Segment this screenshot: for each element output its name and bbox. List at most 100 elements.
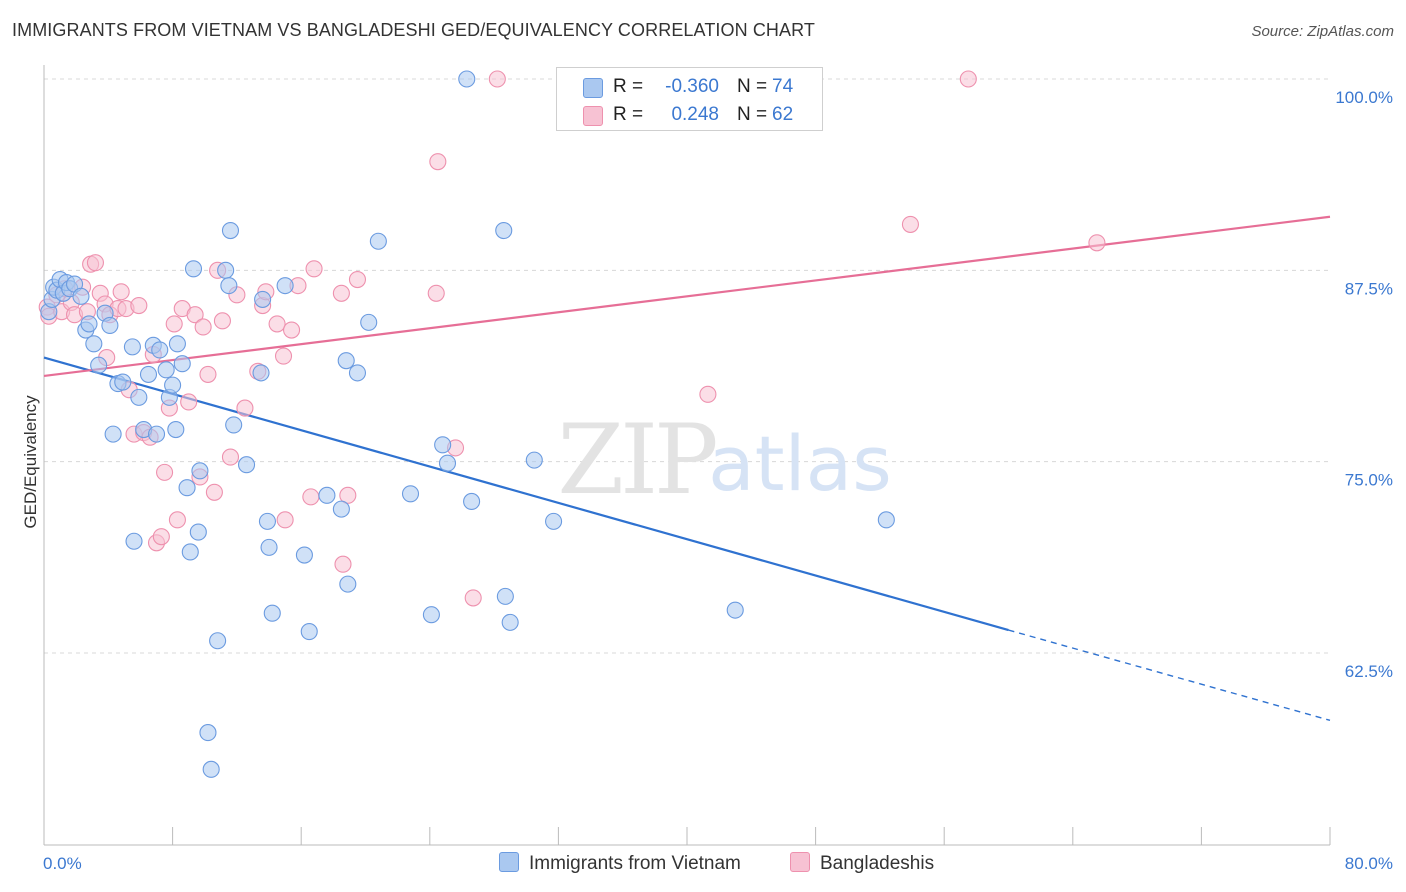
legend-label-bangladeshis: Bangladeshis <box>820 853 935 874</box>
series-legend-bangladeshis[interactable]: Bangladeshis <box>790 852 934 875</box>
data-point-bangladeshis <box>130 296 148 315</box>
data-point-vietnam <box>258 512 276 530</box>
legend-swatch-blue <box>583 78 603 98</box>
data-point-vietnam <box>181 543 199 561</box>
data-point-vietnam <box>254 290 272 308</box>
data-point-bangladeshis <box>464 589 482 607</box>
trend-line-vietnam <box>43 356 1009 632</box>
data-point-bangladeshis <box>901 215 919 233</box>
legend-n-value: 74 <box>772 76 794 97</box>
data-point-vietnam <box>726 601 744 619</box>
data-point-vietnam <box>332 500 350 518</box>
data-point-vietnam <box>157 361 175 379</box>
data-point-vietnam <box>225 416 243 434</box>
data-point-bangladeshis <box>152 528 170 546</box>
data-point-vietnam <box>360 313 378 331</box>
data-point-vietnam <box>167 420 185 439</box>
correlation-legend: R = -0.360 N = 74 R = 0.248 N = 62 <box>556 67 823 131</box>
y-axis-title: GED/Equivalency <box>21 395 40 529</box>
legend-r-value: -0.360 <box>665 76 719 97</box>
data-point-bangladeshis <box>488 70 506 88</box>
trend-line-bangladeshis <box>43 215 1331 378</box>
x-tick-label: 80.0% <box>1345 854 1393 873</box>
gridlines <box>44 78 1330 654</box>
data-point-vietnam <box>422 606 440 624</box>
data-point-vietnam <box>147 425 166 443</box>
data-point-bangladeshis <box>276 511 294 529</box>
data-point-bangladeshis <box>429 153 447 171</box>
data-point-vietnam <box>252 364 270 382</box>
data-point-bangladeshis <box>199 365 217 383</box>
data-point-vietnam <box>237 456 256 474</box>
data-point-bangladeshis <box>86 254 104 272</box>
data-point-bangladeshis <box>427 284 445 302</box>
data-point-vietnam <box>300 623 318 641</box>
data-point-vietnam <box>184 260 203 278</box>
chart-source: Source: ZipAtlas.com <box>1251 23 1394 40</box>
data-point-bangladeshis <box>1088 234 1106 252</box>
data-point-bangladeshis <box>156 463 174 481</box>
data-point-bangladeshis <box>332 284 350 302</box>
data-point-vietnam <box>90 356 108 374</box>
data-point-vietnam <box>463 492 481 511</box>
data-point-bangladeshis <box>205 483 223 501</box>
data-point-bangladeshis <box>699 385 717 403</box>
data-point-bangladeshis <box>339 486 357 504</box>
axes <box>43 65 1331 846</box>
data-point-vietnam <box>263 604 281 622</box>
watermark-atlas: atlas <box>708 419 892 508</box>
data-point-vietnam <box>101 316 119 334</box>
legend-r-label: R = <box>613 76 644 97</box>
watermark-zip: ZIP <box>557 404 716 516</box>
data-point-vietnam <box>202 760 220 778</box>
data-point-vietnam <box>295 546 313 564</box>
data-point-vietnam <box>221 221 240 240</box>
data-point-vietnam <box>114 373 132 391</box>
data-point-vietnam <box>525 451 543 469</box>
y-axis-label: GED/Equivalency <box>21 395 40 529</box>
data-point-bangladeshis <box>268 315 286 333</box>
trend-line-vietnam-extrapolated <box>1008 629 1331 722</box>
data-point-vietnam <box>104 425 122 443</box>
data-point-bangladeshis <box>221 448 240 466</box>
data-point-vietnam <box>164 376 182 394</box>
data-point-vietnam <box>545 512 563 530</box>
data-point-bangladeshis <box>186 306 204 324</box>
data-point-vietnam <box>80 315 98 333</box>
legend-swatch-pink <box>583 106 603 126</box>
data-point-vietnam <box>877 511 895 529</box>
data-point-vietnam <box>189 523 207 541</box>
legend-r-label: R = <box>613 104 644 125</box>
data-point-vietnam <box>496 587 514 605</box>
legend-n-value: 62 <box>772 104 794 125</box>
data-point-vietnam <box>369 232 387 250</box>
data-point-bangladeshis <box>180 393 198 411</box>
legend-n-label: N = <box>737 104 768 125</box>
legend-n-label: N = <box>737 76 768 97</box>
data-point-vietnam <box>209 632 227 650</box>
series-legend-vietnam[interactable]: Immigrants from Vietnam <box>499 852 741 875</box>
chart-title: IMMIGRANTS FROM VIETNAM VS BANGLADESHI G… <box>12 20 815 40</box>
data-point-vietnam <box>130 388 148 406</box>
data-point-vietnam <box>220 277 238 295</box>
data-point-bangladeshis <box>305 260 323 278</box>
data-point-bangladeshis <box>283 321 301 339</box>
x-tick-label: 0.0% <box>43 854 82 873</box>
data-point-vietnam <box>276 277 294 295</box>
data-point-vietnam <box>123 338 141 356</box>
data-point-bangladeshis <box>348 270 367 289</box>
data-point-vietnam <box>401 485 420 503</box>
data-point-vietnam <box>339 575 357 593</box>
data-point-vietnam <box>495 221 513 240</box>
data-point-vietnam <box>217 261 235 279</box>
legend-row-vietnam: R = -0.360 N = 74 <box>557 73 822 101</box>
data-point-vietnam <box>168 335 186 353</box>
data-point-vietnam <box>337 352 355 370</box>
data-point-bangladeshis <box>213 312 231 330</box>
data-point-bangladeshis <box>165 315 183 333</box>
data-point-bangladeshis <box>112 283 130 301</box>
data-point-vietnam <box>458 70 476 88</box>
y-tick-label: 87.5% <box>1345 279 1393 298</box>
data-point-vietnam <box>348 364 367 382</box>
